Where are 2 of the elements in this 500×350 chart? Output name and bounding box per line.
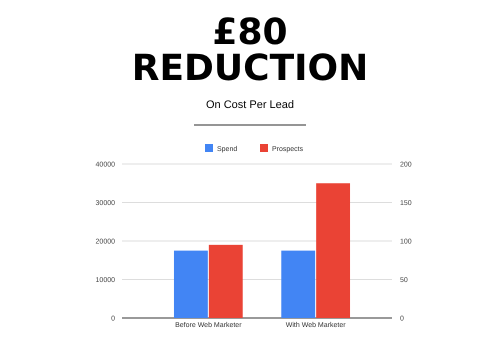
chart-subtitle: On Cost Per Lead [206, 99, 294, 111]
chart-title: £80 REDUCTION [132, 12, 368, 89]
